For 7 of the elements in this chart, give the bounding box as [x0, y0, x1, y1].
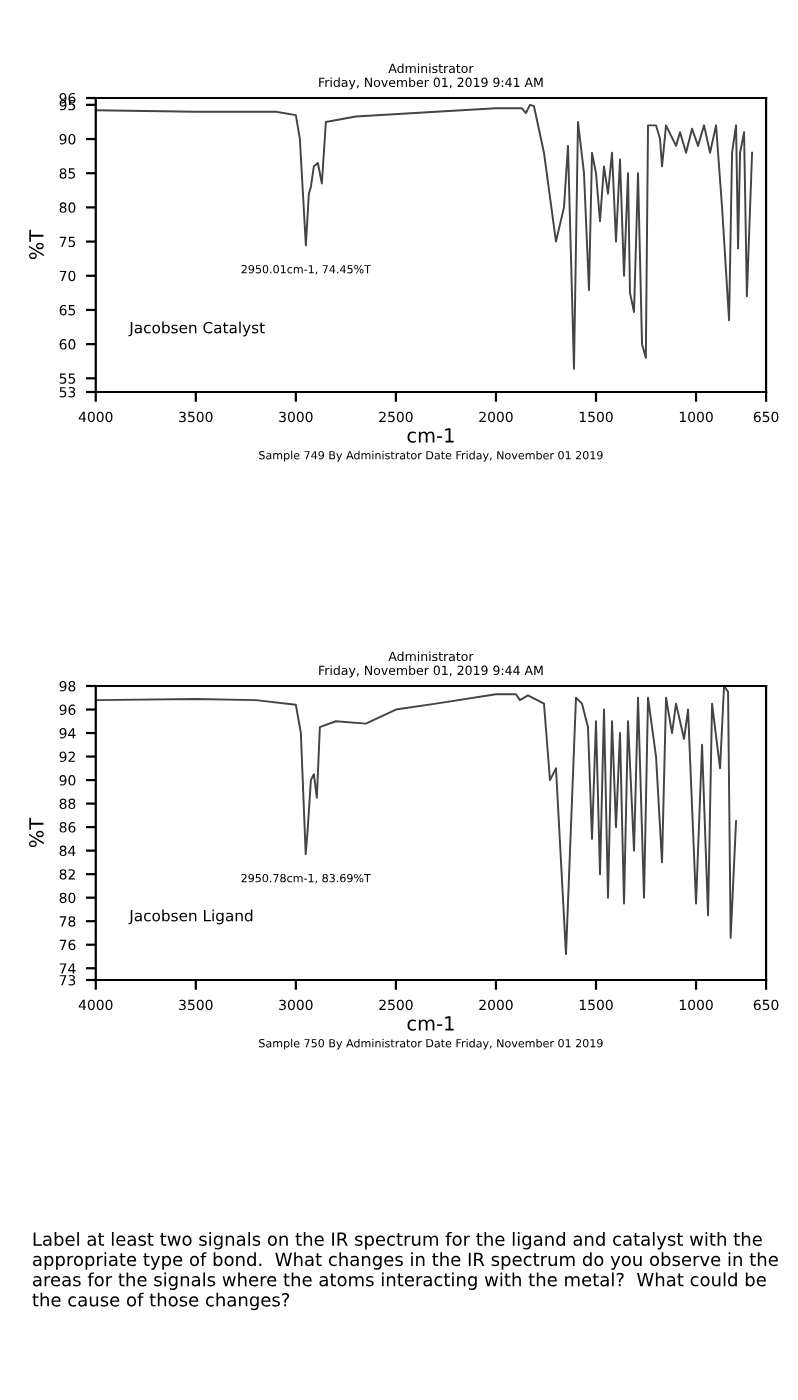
y-axis-title: %T — [29, 229, 44, 260]
y-axis-title: %T — [29, 817, 44, 848]
x-axis-title: cm-1 — [407, 1016, 454, 1031]
x-axis-title: cm-1 — [407, 428, 454, 443]
line-series — [95, 686, 738, 956]
text: Label at least two signals on the IR spectrum for the ligand and catalyst with the appropriate type of bond. What changes in the IR spectrum do you observe in the areas for the signals where the atoms interacting with the metal? What could be the cause of those changes? — [32, 1232, 778, 1311]
line-series — [95, 103, 754, 370]
